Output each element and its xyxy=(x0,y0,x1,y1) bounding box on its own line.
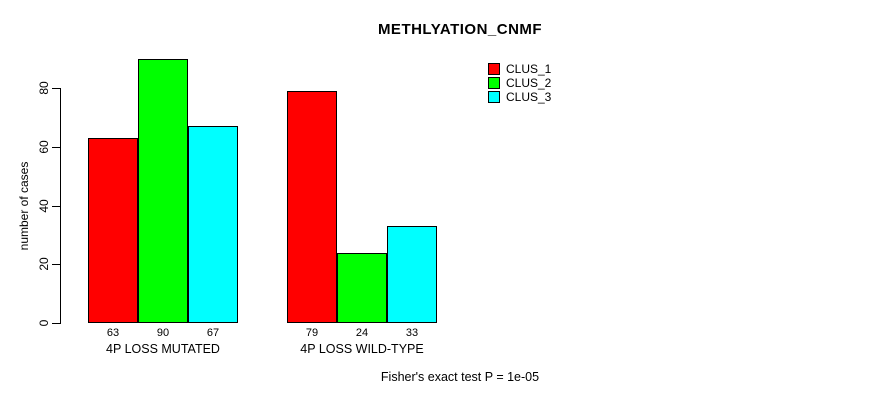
legend-label: CLUS_1 xyxy=(506,62,552,76)
legend-swatch xyxy=(488,77,500,89)
y-tick-mark xyxy=(52,264,60,266)
legend-label: CLUS_3 xyxy=(506,90,552,104)
legend: CLUS_1 CLUS_2 CLUS_3 xyxy=(488,62,551,104)
y-tick-mark xyxy=(52,205,60,207)
bar-value-label: 33 xyxy=(405,327,419,339)
y-axis-label: number of cases xyxy=(17,161,31,251)
bar-value-label: 63 xyxy=(106,327,120,339)
y-tick-label: 20 xyxy=(37,257,51,272)
legend-label: CLUS_2 xyxy=(506,76,552,90)
y-tick-mark xyxy=(52,323,60,324)
y-tick-label: 0 xyxy=(37,319,51,327)
bar-clus_3-2 xyxy=(387,226,437,323)
y-axis-line xyxy=(60,88,61,324)
y-tick-mark xyxy=(52,88,60,90)
bar-value-label: 67 xyxy=(206,327,220,339)
x-axis-category-label: 4P LOSS WILD-TYPE xyxy=(300,342,424,356)
legend-swatch xyxy=(488,91,500,103)
y-tick-label: 40 xyxy=(37,198,51,213)
bar-clus_1-1 xyxy=(88,138,138,323)
chart-title: METHLYATION_CNMF xyxy=(377,21,543,38)
legend-item: CLUS_2 xyxy=(488,76,551,90)
x-axis-category-label: 4P LOSS MUTATED xyxy=(106,342,220,356)
legend-swatch xyxy=(488,63,500,75)
bar-clus_3-1 xyxy=(188,126,238,323)
y-tick-label: 80 xyxy=(37,81,51,96)
bar-clus_2-1 xyxy=(138,59,188,323)
bar-clus_1-2 xyxy=(287,91,337,323)
bar-value-label: 79 xyxy=(305,327,319,339)
y-tick-label: 60 xyxy=(37,140,51,154)
legend-item: CLUS_1 xyxy=(488,62,551,76)
fisher-note: Fisher's exact test P = 1e-05 xyxy=(380,370,540,384)
y-tick-mark xyxy=(52,147,60,148)
bar-clus_2-2 xyxy=(337,252,387,323)
bar-value-label: 24 xyxy=(355,327,369,339)
legend-item: CLUS_3 xyxy=(488,90,551,104)
bar-value-label: 90 xyxy=(156,327,170,339)
